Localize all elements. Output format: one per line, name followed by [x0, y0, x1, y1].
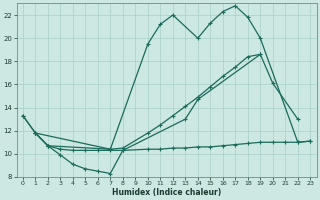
X-axis label: Humidex (Indice chaleur): Humidex (Indice chaleur): [112, 188, 221, 197]
